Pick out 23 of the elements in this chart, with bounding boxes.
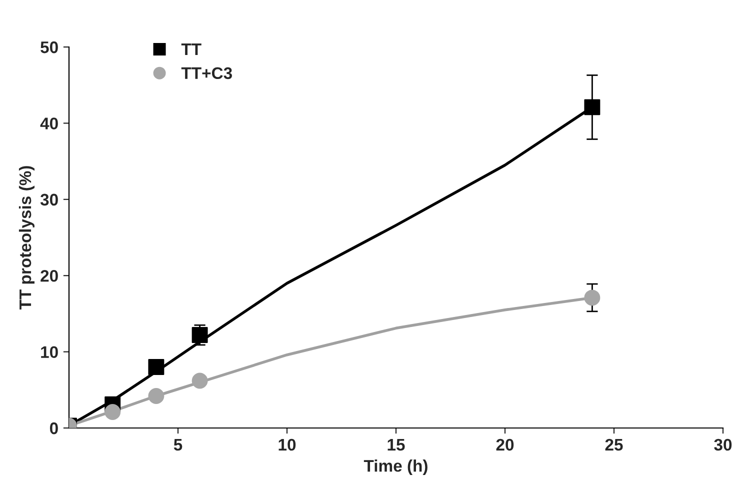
point [584,290,600,306]
point [192,372,208,389]
x-tick-label: 5 [174,439,182,451]
y-tick-label: 50 [40,41,58,54]
y-tick-label: 10 [41,346,58,358]
x-tick-label: 25 [605,438,623,451]
x-tick-label: 10 [278,438,296,451]
y-tick-label: 20 [40,270,58,282]
legend-label: TT+C3 [181,67,232,80]
point [104,404,121,420]
legend-label: TT [181,44,202,56]
point [192,327,208,344]
y-axis-title: TT proteolysis (%) [18,166,34,310]
x-tick-label: 30 [714,438,732,451]
y-tick-label: 40 [40,118,58,130]
point [584,99,600,116]
y-tick-label: 30 [40,194,58,206]
point [148,388,164,404]
y-tick-label: 0 [50,422,58,434]
x-tick-label: 20 [496,438,514,451]
x-tick-label: 15 [388,439,405,451]
x-axis-title: Time (h) [364,460,428,476]
point [148,359,164,376]
